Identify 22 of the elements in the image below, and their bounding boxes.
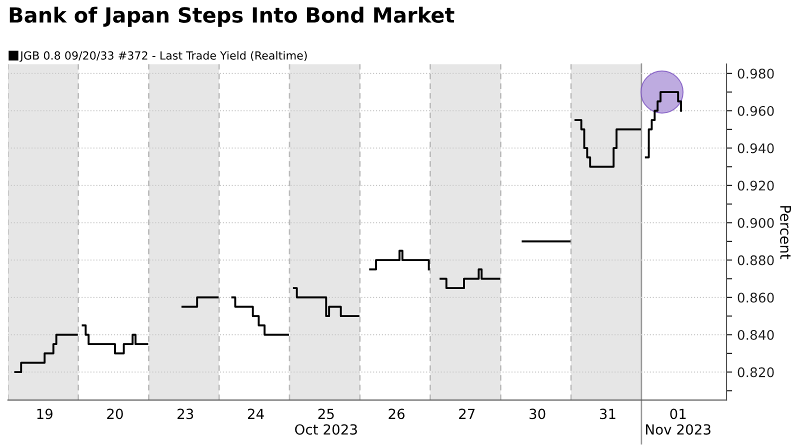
y-tick-label: 0.840 <box>738 330 774 340</box>
y-tick-label: 0.880 <box>738 255 774 266</box>
x-tick-label: 30 <box>530 408 546 420</box>
y-tick-label: 0.900 <box>738 218 774 228</box>
x-tick-label: 01 Nov 2023 <box>646 408 710 435</box>
x-tick-label: 26 <box>388 408 405 420</box>
y-tick-label: 0.940 <box>738 143 774 154</box>
x-tick-label: 31 <box>600 408 616 420</box>
y-tick-label: 0.920 <box>738 180 774 191</box>
x-tick-label: 25 Oct 2023 <box>295 408 357 435</box>
legend-label: JGB 0.8 09/20/33 #372 - Last Trade Yield (Realtime) <box>20 51 307 62</box>
y-axis-title: Percent <box>780 206 791 260</box>
x-tick-label: 27 <box>459 408 475 419</box>
chart-title: Bank of Japan Steps Into Bond Market <box>10 6 454 27</box>
x-tick-label: 20 <box>107 408 123 420</box>
x-tick-label: 19 <box>37 408 52 420</box>
x-tick-label: 23 <box>178 408 194 420</box>
y-tick-label: 0.980 <box>738 68 774 79</box>
y-tick-label: 0.860 <box>738 292 774 303</box>
y-tick-label: 0.820 <box>738 367 774 378</box>
y-tick-label: 0.960 <box>738 106 774 116</box>
x-tick-label: 24 <box>248 408 264 419</box>
